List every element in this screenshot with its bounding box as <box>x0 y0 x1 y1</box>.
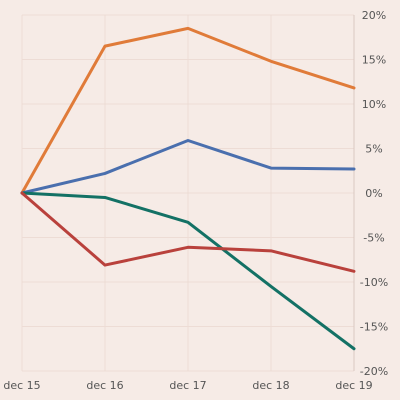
x-tick-label: dec 19 <box>335 379 372 392</box>
x-tick-label: dec 18 <box>252 379 289 392</box>
y-tick-label: 15% <box>362 54 386 67</box>
y-tick-label: 10% <box>362 98 386 111</box>
x-axis-ticks: dec 15 dec 16 dec 17 dec 18 dec 19 <box>3 379 372 392</box>
y-tick-label: -20% <box>360 365 388 378</box>
y-tick-label: -10% <box>360 276 388 289</box>
series-line-2 <box>20 138 356 195</box>
y-tick-label: 5% <box>365 143 382 156</box>
x-tick-label: dec 16 <box>86 379 123 392</box>
series-line-3 <box>20 191 356 351</box>
series-line-1 <box>20 26 356 195</box>
y-axis-ticks: 20% 15% 10% 5% 0% -5% -10% -15% -20% <box>360 9 388 378</box>
series-line-4 <box>20 191 356 273</box>
y-tick-label: 0% <box>365 187 382 200</box>
y-tick-label: -5% <box>363 232 384 245</box>
series-lines <box>20 26 356 351</box>
x-tick-label: dec 17 <box>169 379 206 392</box>
y-tick-label: -15% <box>360 321 388 334</box>
y-tick-label: 20% <box>362 9 386 22</box>
x-tick-label: dec 15 <box>3 379 40 392</box>
gridlines <box>21 14 355 372</box>
